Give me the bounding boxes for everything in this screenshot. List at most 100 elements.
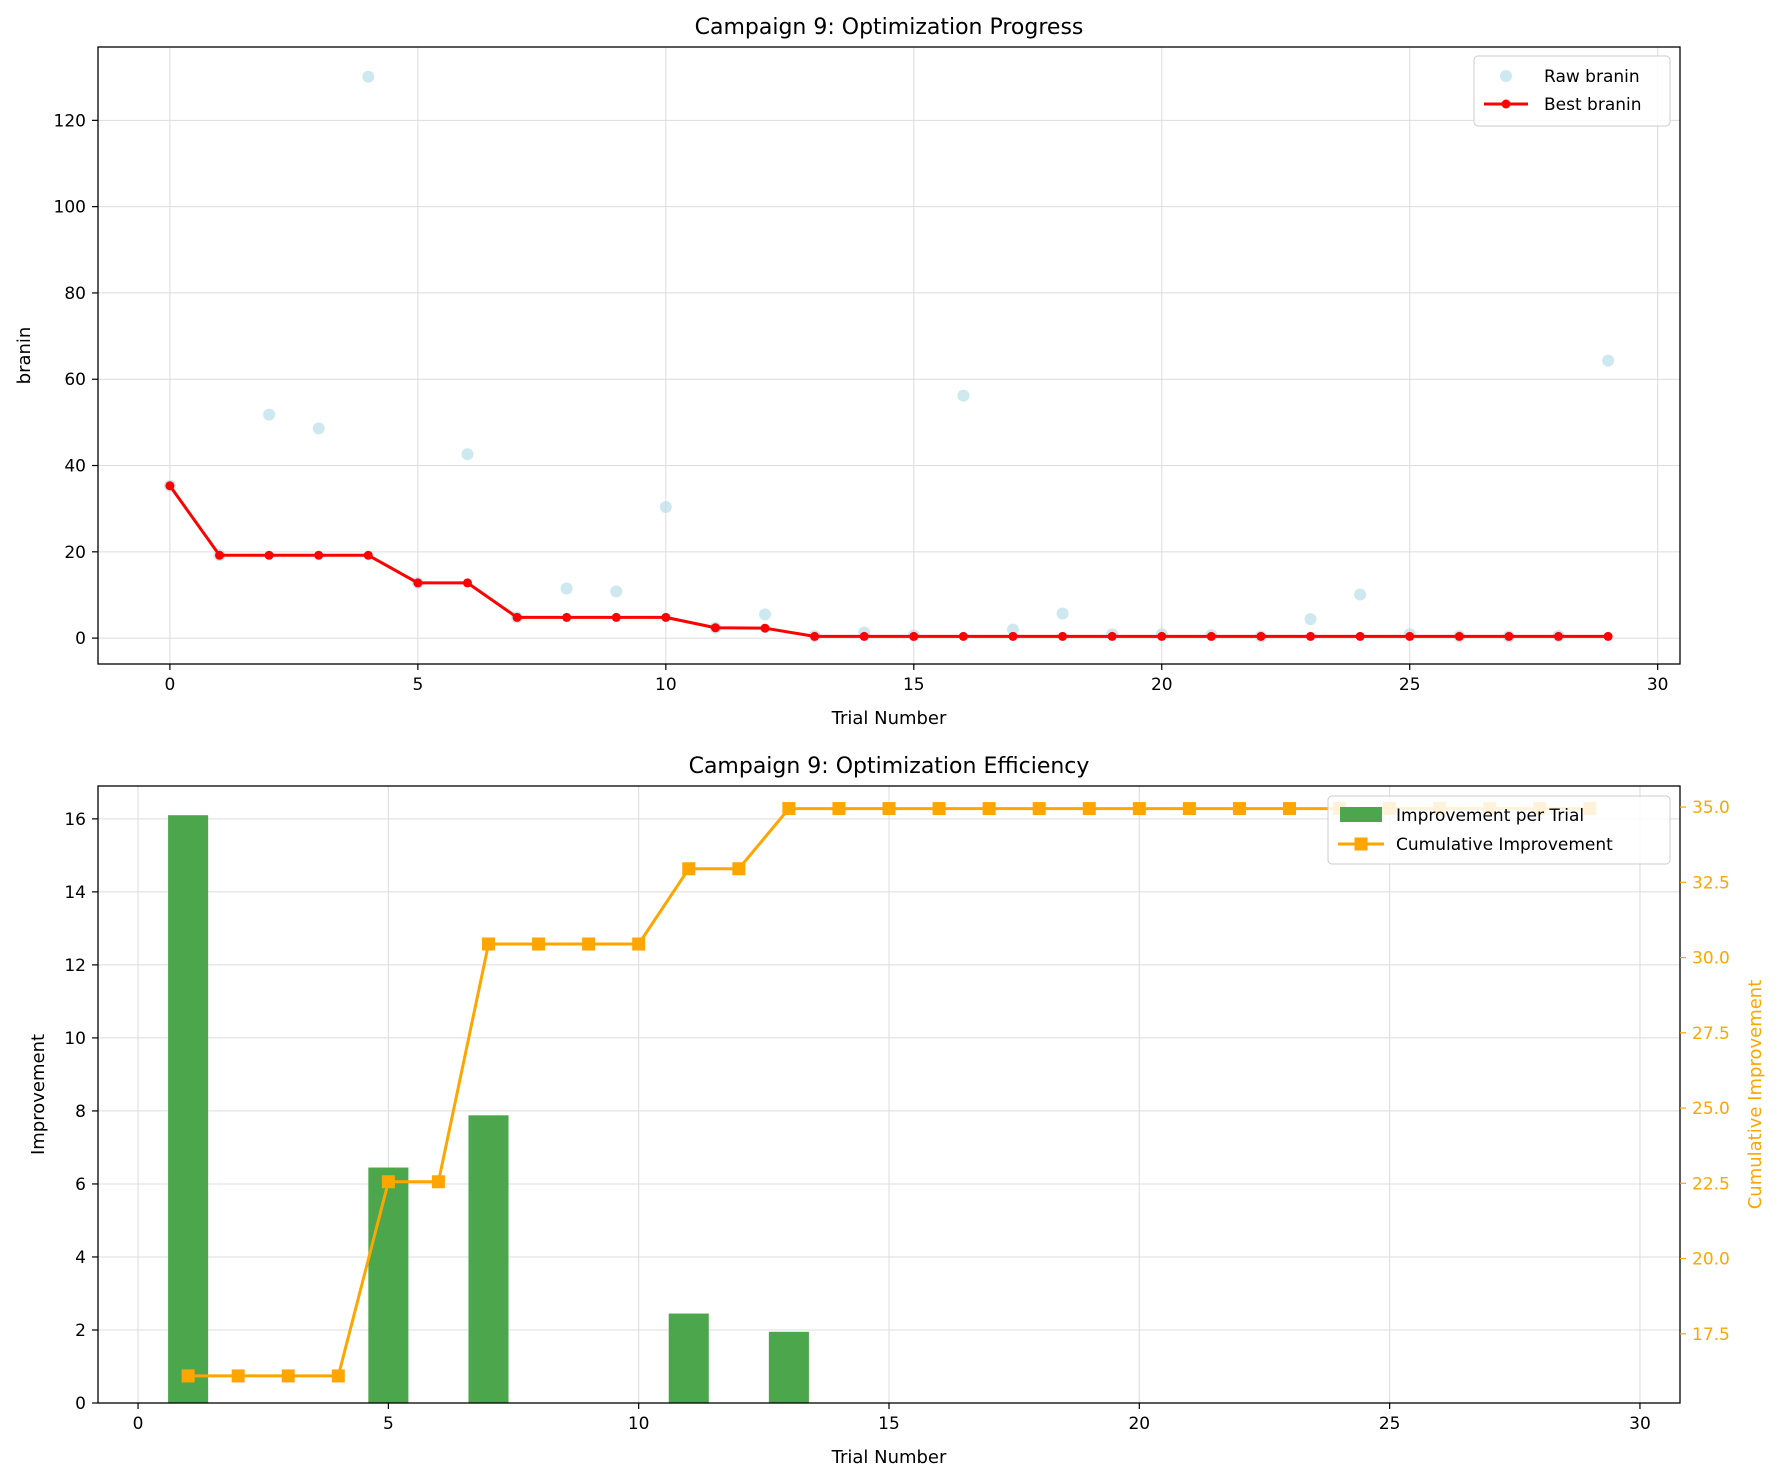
progress-frame (97, 46, 1681, 665)
cumulative-point (331, 1369, 345, 1383)
cumulative-point (982, 802, 996, 816)
best-branin-point (1553, 631, 1563, 641)
best-branin-point (264, 550, 274, 560)
progress-xtick-label: 10 (655, 675, 677, 695)
efficiency-xlabel: Trial Number (831, 1447, 947, 1468)
efficiency-y2tick-label: 30.0 (1692, 949, 1730, 969)
best-branin-point (165, 481, 175, 491)
efficiency-ytick-label: 10 (64, 1029, 86, 1049)
efficiency-y2tick-label: 22.5 (1692, 1174, 1730, 1194)
cumulative-point (1232, 802, 1246, 816)
cumulative-point (1132, 802, 1146, 816)
best-branin-point (1206, 631, 1216, 641)
efficiency-y2tick-label: 27.5 (1692, 1024, 1730, 1044)
improvement-bar (768, 1331, 809, 1403)
best-branin-point (1306, 631, 1316, 641)
improvement-bar (468, 1115, 509, 1403)
cumulative-point (882, 802, 896, 816)
efficiency-ytick-label: 14 (64, 883, 86, 903)
best-branin-point (1008, 631, 1018, 641)
legend-best-label: Best branin (1544, 95, 1642, 115)
legend-raw-label: Raw branin (1544, 67, 1640, 87)
raw-branin-point (560, 582, 573, 595)
progress-ytick-label: 0 (75, 629, 86, 649)
cumulative-point (1182, 802, 1196, 816)
efficiency-chart: 0 5 10 15 20 25 30 0 2 4 6 8 10 12 14 16 17.5 20.0 22.5 25.… (28, 754, 1766, 1468)
efficiency-xtick-label: 25 (1379, 1414, 1401, 1434)
progress-xtick-label: 30 (1647, 675, 1669, 695)
efficiency-y2tick-label: 25.0 (1692, 1099, 1730, 1119)
efficiency-xtick-label: 5 (383, 1414, 394, 1434)
best-branin-point (611, 612, 621, 622)
efficiency-ylabel: Improvement (28, 1034, 49, 1155)
legend-raw-marker (1500, 70, 1512, 82)
cumulative-point (1032, 802, 1046, 816)
progress-xlabel: Trial Number (831, 708, 947, 729)
best-branin-point (1355, 631, 1365, 641)
progress-ytick-label: 80 (64, 284, 86, 304)
best-branin-point (1107, 631, 1117, 641)
efficiency-ytick-label: 12 (64, 956, 86, 976)
progress-ytick-label: 40 (64, 457, 86, 477)
best-branin-point (661, 612, 671, 622)
improvement-bar (368, 1167, 409, 1403)
cumulative-point (1082, 802, 1096, 816)
raw-branin-point (312, 422, 325, 435)
cumulative-point (1283, 802, 1297, 816)
raw-branin-point (1354, 588, 1367, 601)
efficiency-xtick-label: 30 (1629, 1414, 1651, 1434)
cumulative-point (231, 1369, 245, 1383)
best-branin-point (1603, 631, 1613, 641)
progress-chart: 0 5 10 15 20 25 30 0 20 40 60 80 100 120 Campaign 9: O… (14, 15, 1681, 729)
efficiency-ytick-label: 6 (75, 1175, 86, 1195)
best-branin-point (512, 612, 522, 622)
best-branin-point (462, 578, 472, 588)
efficiency-ytick-label: 16 (64, 810, 86, 830)
efficiency-ytick-label: 2 (75, 1321, 86, 1341)
progress-title: Campaign 9: Optimization Progress (695, 15, 1084, 40)
progress-ytick-label: 20 (64, 543, 86, 563)
cumulative-point (932, 802, 946, 816)
best-branin-point (1504, 631, 1514, 641)
efficiency-xtick-label: 10 (628, 1414, 650, 1434)
best-branin-point (909, 631, 919, 641)
progress-ytick-label: 120 (54, 111, 86, 131)
efficiency-xtick-label: 0 (133, 1414, 144, 1434)
efficiency-legend: Improvement per Trial Cumulative Improvem… (1327, 795, 1671, 865)
raw-branin-point (263, 408, 276, 421)
best-branin-point (1405, 631, 1415, 641)
best-branin-point (710, 623, 720, 633)
best-branin-point (215, 550, 225, 560)
improvement-bar (668, 1313, 709, 1403)
cumulative-point (381, 1175, 395, 1189)
best-branin-point (562, 612, 572, 622)
efficiency-y2tick-label: 20.0 (1692, 1250, 1730, 1270)
legend-best-marker (1501, 99, 1511, 109)
cumulative-point (782, 802, 796, 816)
efficiency-ytick-label: 4 (75, 1248, 86, 1268)
best-branin-point (1058, 631, 1068, 641)
cumulative-point (832, 802, 846, 816)
cumulative-point (682, 862, 696, 876)
best-branin-point (314, 550, 324, 560)
legend-cumulative-label: Cumulative Improvement (1396, 835, 1613, 855)
efficiency-ytick-label: 8 (75, 1102, 86, 1122)
cumulative-point (281, 1369, 295, 1383)
best-branin-point (1256, 631, 1266, 641)
efficiency-title: Campaign 9: Optimization Efficiency (689, 754, 1090, 779)
cumulative-point (431, 1175, 445, 1189)
raw-branin-point (362, 70, 375, 83)
raw-branin-point (759, 608, 772, 621)
progress-legend: Raw branin Best branin (1473, 55, 1671, 127)
efficiency-y2label: Cumulative Improvement (1745, 980, 1766, 1210)
cumulative-point (481, 937, 495, 951)
best-branin-point (760, 623, 770, 633)
efficiency-xtick-label: 15 (878, 1414, 900, 1434)
best-branin-point (413, 578, 423, 588)
raw-branin-point (1304, 613, 1317, 626)
raw-branin-point (1602, 354, 1615, 367)
cumulative-point (582, 937, 596, 951)
progress-xtick-label: 5 (412, 675, 423, 695)
cumulative-point (532, 937, 546, 951)
